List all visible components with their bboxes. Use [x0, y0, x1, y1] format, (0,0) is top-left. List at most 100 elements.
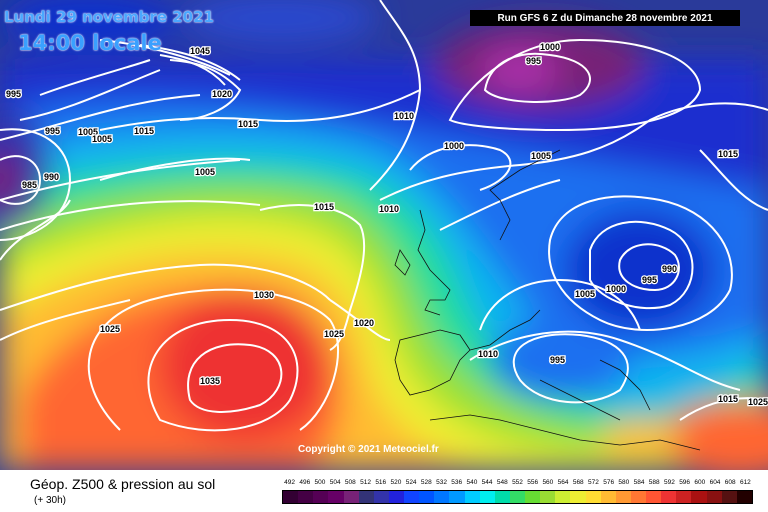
isobar-label: 1045 — [190, 46, 210, 56]
legend-color-cell — [706, 491, 722, 503]
legend-tick-label: 612 — [739, 479, 751, 486]
legend-color-cell — [721, 491, 737, 503]
legend-color-cell — [600, 491, 616, 503]
isobar-label: 1005 — [78, 127, 98, 137]
legend-tick-label: 520 — [390, 479, 402, 486]
isobar-label: 1020 — [354, 318, 374, 328]
legend-color-cell — [525, 491, 541, 503]
legend-color-cell — [676, 491, 692, 503]
legend-tick-label: 492 — [284, 479, 296, 486]
legend-tick-label: 548 — [496, 479, 508, 486]
isobar-label: 995 — [45, 126, 60, 136]
legend-color-cell — [661, 491, 677, 503]
legend-tick-label: 596 — [679, 479, 691, 486]
isobar-label: 1025 — [748, 397, 768, 407]
legend-color-cell — [494, 491, 510, 503]
legend-color-cell — [479, 491, 495, 503]
copyright-notice: Copyright © 2021 Meteociel.fr — [298, 444, 439, 455]
z500-color-field — [0, 0, 768, 470]
isobar-label: 990 — [662, 264, 677, 274]
isobar-lines — [0, 0, 768, 432]
legend-tick-label: 560 — [542, 479, 554, 486]
legend-tick-label: 600 — [694, 479, 706, 486]
isobar-label: 995 — [526, 56, 541, 66]
product-subtitle: (+ 30h) — [34, 495, 66, 506]
legend-tick-label: 496 — [299, 479, 311, 486]
legend-panel: Géop. Z500 & pression au sol (+ 30h) 492… — [0, 470, 768, 512]
legend-color-cell — [691, 491, 707, 503]
run-info: Run GFS 6 Z du Dimanche 28 novembre 2021 — [470, 10, 740, 26]
legend-color-cell — [404, 491, 420, 503]
legend-color-cell — [328, 491, 344, 503]
legend-tick-label: 552 — [512, 479, 523, 486]
legend-tick-label: 540 — [466, 479, 478, 486]
weather-map: 1000 995 1045 1020 995 995 1005 1005 101… — [0, 0, 768, 470]
legend-tick-label: 576 — [603, 479, 615, 486]
isobar-label: 1010 — [394, 111, 414, 121]
legend-color-cell — [509, 491, 525, 503]
isobar-label: 1025 — [100, 324, 120, 334]
legend-color-cell — [419, 491, 435, 503]
legend-color-cell — [615, 491, 631, 503]
legend-color-cell — [388, 491, 404, 503]
isobar-label: 1010 — [379, 204, 399, 214]
isobar-label: 1000 — [606, 284, 626, 294]
isobar-label: 995 — [6, 89, 21, 99]
geopotential-map-svg: 1000 995 1045 1020 995 995 1005 1005 101… — [0, 0, 768, 470]
forecast-time: 14:00 locale — [18, 31, 162, 55]
isobar-label: 1035 — [200, 376, 220, 386]
forecast-date: Lundi 29 novembre 2021 — [4, 8, 214, 26]
legend-tick-label: 608 — [724, 479, 736, 486]
legend-color-cell — [358, 491, 374, 503]
isobar-label: 1005 — [531, 151, 551, 161]
legend-tick-label: 584 — [633, 479, 645, 486]
legend-color-cell — [283, 491, 299, 503]
isobar-label: 1030 — [254, 290, 274, 300]
isobar-label: 1005 — [92, 134, 112, 144]
isobar-label: 990 — [44, 172, 59, 182]
legend-color-cell — [630, 491, 646, 503]
legend-tick-label: 604 — [709, 479, 721, 486]
run-info-text: Run GFS 6 Z du Dimanche 28 novembre 2021 — [497, 12, 713, 24]
isobar-label: 1025 — [324, 329, 344, 339]
legend-tick-label: 512 — [360, 479, 371, 486]
isobar-label: 995 — [550, 355, 565, 365]
legend-color-cell — [585, 491, 601, 503]
legend-color-cell — [736, 491, 752, 503]
legend-color-cell — [540, 491, 556, 503]
legend-tick-label: 524 — [405, 479, 417, 486]
legend-tick-label: 532 — [436, 479, 447, 486]
isobar-label: 1015 — [238, 119, 258, 129]
legend-ticks: 492 496 500 504 508 512 516 520 524 528 532 536 540 5… — [282, 478, 753, 488]
legend-tick-label: 544 — [481, 479, 493, 486]
legend-tick-label: 504 — [329, 479, 341, 486]
legend-color-cell — [464, 491, 480, 503]
legend-color-cell — [570, 491, 586, 503]
legend-color-cell — [343, 491, 359, 503]
coastlines — [394, 149, 701, 451]
legend-color-cell — [646, 491, 662, 503]
isobar-label: 1015 — [314, 202, 334, 212]
legend-tick-label: 572 — [588, 479, 599, 486]
legend-color-cell — [434, 491, 450, 503]
legend-color-cell — [313, 491, 329, 503]
legend-tick-label: 580 — [618, 479, 630, 486]
color-scale-bar — [282, 490, 753, 504]
legend-color-cell — [555, 491, 571, 503]
legend-tick-label: 508 — [344, 479, 356, 486]
isobar-label: 995 — [642, 275, 657, 285]
legend-color-cell — [298, 491, 314, 503]
legend-tick-label: 556 — [527, 479, 539, 486]
product-title: Géop. Z500 & pression au sol — [30, 476, 216, 492]
legend-tick-label: 564 — [557, 479, 569, 486]
legend-tick-label: 588 — [648, 479, 660, 486]
isobar-label: 1010 — [478, 349, 498, 359]
isobar-label: 1005 — [195, 167, 215, 177]
isobar-label: 1000 — [540, 42, 560, 52]
isobar-label: 985 — [22, 180, 37, 190]
legend-tick-label: 516 — [375, 479, 387, 486]
isobar-label: 1020 — [212, 89, 232, 99]
legend-color-cell — [373, 491, 389, 503]
isobar-label: 1000 — [444, 141, 464, 151]
legend-tick-label: 592 — [663, 479, 675, 486]
